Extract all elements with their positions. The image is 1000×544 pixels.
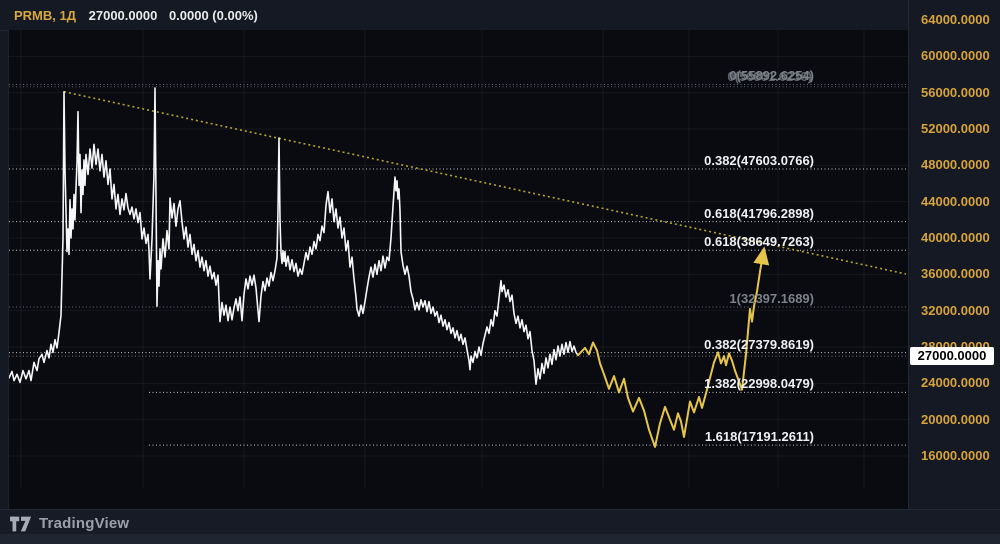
price-axis-label: 36000.0000 [921, 266, 990, 282]
tradingview-attribution-text[interactable]: TradingView [39, 515, 130, 532]
chart-plot-area[interactable]: 0(55892.6254) 0(56801.6236) 0.382(47603.07… [0, 30, 909, 534]
price-axis-label: 32000.0000 [921, 302, 990, 318]
fib-label: 0.618(41796.2898) [704, 205, 814, 221]
fib-label: 0(55892.6254) [729, 68, 814, 84]
fib-label: 0.618(38649.7263) [704, 234, 814, 250]
fib-label: 1(32397.1689) [729, 291, 814, 307]
fib-label: 1.382(22998.0479) [704, 376, 814, 392]
price-history-line [9, 87, 579, 386]
tradingview-logo-icon [10, 516, 32, 531]
window-bottom-strip [0, 534, 1000, 544]
fib-label: 1.618(17191.2611) [704, 429, 814, 445]
price-axis-label: 40000.0000 [921, 230, 990, 245]
price-axis-label: 44000.0000 [921, 193, 990, 209]
legend-change: 0.0000 (0.00%) [168, 8, 258, 23]
projection-line [577, 246, 770, 448]
grid-lines [9, 30, 909, 488]
symbol-name[interactable]: PRMB, 1Д [14, 8, 76, 23]
trendline [63, 90, 907, 275]
chart-top-strip: PRMB, 1Д 27000.0000 0.0000 (0.00%) [0, 0, 1000, 31]
descending-trendline[interactable] [63, 90, 907, 275]
symbol-legend: PRMB, 1Д 27000.0000 0.0000 (0.00%) [14, 8, 258, 23]
price-axis-label: 52000.0000 [921, 121, 990, 136]
price-chart-canvas[interactable] [9, 30, 909, 509]
price-axis-label: 16000.0000 [921, 448, 990, 463]
fib-label: 0(56801.6236) [727, 69, 812, 85]
fib-label: 0.382(27379.8619) [704, 336, 814, 352]
price-series-lines [9, 87, 770, 448]
bottom-toolbar: TradingView [0, 509, 1000, 544]
price-axis-label: 56000.0000 [921, 84, 990, 100]
legend-price: 27000.0000 [88, 8, 158, 23]
last-price-label: 27000.0000 [910, 347, 994, 366]
price-axis[interactable]: 64000.0000 60000.0000 56000.0000 52000.0000… [908, 0, 1000, 509]
price-axis-label: 64000.0000 [921, 12, 990, 27]
price-axis-label: 24000.0000 [921, 375, 990, 391]
price-axis-label: 60000.0000 [921, 48, 990, 64]
tradingview-attribution[interactable]: TradingView [10, 515, 129, 532]
price-axis-label: 20000.0000 [921, 411, 990, 427]
fib-label: 0.382(47603.0766) [704, 152, 814, 168]
price-axis-label: 48000.0000 [921, 157, 990, 173]
